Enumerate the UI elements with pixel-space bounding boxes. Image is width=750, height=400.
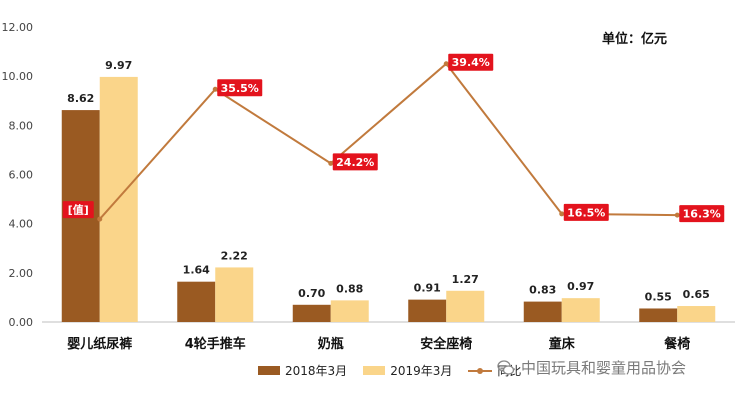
yoy-point	[97, 216, 103, 222]
bar-value-label: 0.70	[298, 287, 325, 300]
wechat-icon	[497, 359, 515, 375]
x-tick-label: 餐椅	[663, 336, 690, 352]
yoy-point	[559, 211, 565, 217]
bar	[677, 306, 716, 322]
bar-value-label: 0.55	[645, 290, 672, 303]
yoy-point	[443, 61, 449, 67]
x-tick-label: 安全座椅	[420, 336, 472, 352]
bar-value-label: 2.22	[221, 249, 248, 262]
bar-value-label: 9.97	[105, 59, 132, 72]
yoy-label-box	[332, 153, 378, 171]
yoy-label: 16.3%	[683, 208, 721, 221]
yoy-point	[212, 86, 218, 92]
watermark-text: 中国玩具和婴童用品协会	[521, 359, 687, 377]
bar-value-label: 1.27	[452, 273, 479, 286]
legend-label-2019: 2019年3月	[390, 364, 453, 378]
bar	[99, 76, 138, 322]
yoy-point	[328, 160, 334, 166]
legend-item-2019: 2019年3月	[363, 362, 452, 379]
x-tick-label: 4轮手推车	[185, 336, 246, 352]
yoy-label-box	[563, 203, 609, 221]
x-tick-label: 童床	[549, 336, 576, 352]
yoy-label-box	[679, 205, 725, 223]
x-tick-label: 婴儿纸尿裤	[67, 336, 132, 352]
yoy-label: [值]	[68, 203, 89, 217]
y-tick-label: 8.00	[9, 119, 34, 132]
bar-value-label: 8.62	[67, 92, 94, 105]
bar-value-label: 0.65	[683, 288, 710, 301]
bar-value-label: 0.88	[336, 282, 363, 295]
legend: 2018年3月 2019年3月 同比	[258, 362, 537, 379]
legend-item-2018: 2018年3月	[258, 362, 347, 379]
yoy-label-box	[217, 79, 263, 97]
bar	[523, 301, 562, 322]
yoy-label: 35.5%	[221, 82, 259, 95]
y-tick-label: 10.00	[2, 70, 34, 83]
bar-value-label: 1.64	[183, 264, 210, 277]
yoy-label-box	[62, 201, 94, 219]
watermark: 中国玩具和婴童用品协会	[497, 357, 686, 378]
bar-value-label: 0.83	[529, 284, 556, 297]
bar	[177, 281, 216, 322]
legend-swatch-2018	[258, 366, 280, 375]
y-tick-label: 12.00	[2, 21, 34, 34]
bar	[561, 298, 600, 322]
legend-label-2018: 2018年3月	[285, 364, 348, 378]
x-tick-label: 奶瓶	[317, 336, 344, 352]
bar	[639, 308, 678, 322]
legend-swatch-yoy	[468, 366, 493, 375]
bar	[292, 304, 331, 322]
legend-swatch-2019	[363, 366, 386, 375]
yoy-label: 24.2%	[336, 156, 374, 169]
y-tick-label: 0.00	[9, 316, 34, 329]
yoy-label: 39.4%	[452, 56, 490, 69]
yoy-label: 16.5%	[567, 206, 605, 219]
bar	[408, 299, 447, 322]
bar-value-label: 0.97	[567, 280, 594, 293]
yoy-line	[99, 62, 678, 220]
yoy-label-box	[448, 53, 494, 71]
unit-label: 单位：亿元	[602, 32, 668, 47]
yoy-point	[674, 212, 680, 218]
bar	[330, 300, 369, 322]
bar	[215, 267, 254, 322]
y-tick-label: 6.00	[9, 169, 34, 182]
bar	[446, 290, 485, 322]
bar-value-label: 0.91	[414, 282, 441, 295]
y-tick-label: 4.00	[9, 218, 34, 231]
y-tick-label: 2.00	[9, 267, 34, 280]
